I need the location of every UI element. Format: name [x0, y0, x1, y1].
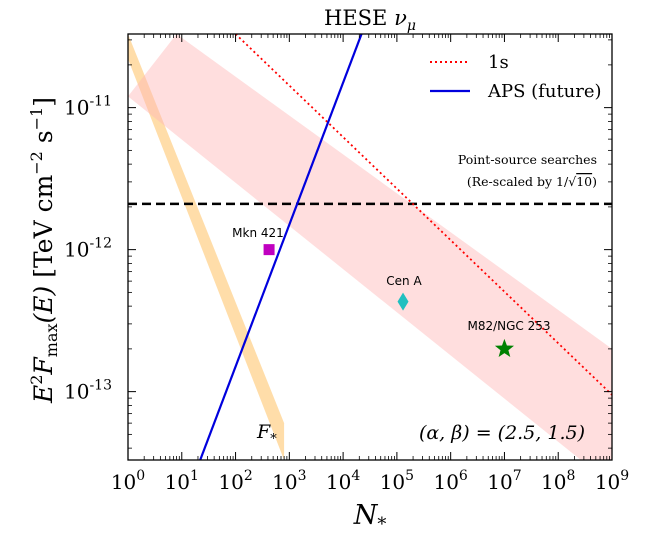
x-tick-label: 109 — [595, 468, 629, 494]
hline-label-line2: (Re-scaled by 1/√10) — [467, 174, 597, 189]
legend-label-1s: 1s — [488, 52, 509, 73]
x-tick-label: 105 — [380, 468, 414, 494]
hline-label-line1: Point-source searches — [458, 152, 597, 167]
x-tick-label: 102 — [218, 468, 252, 494]
x-tick-label: 100 — [111, 468, 145, 494]
y-tick-label: 10-12 — [64, 236, 112, 262]
series-line-aps — [199, 34, 363, 460]
x-tick-label: 101 — [165, 468, 199, 494]
y-tick-label: 10-13 — [64, 378, 112, 404]
x-tick-label: 106 — [433, 468, 467, 494]
y-axis-label: E2Fmax(E)[TeV cm−2 s−1] — [27, 97, 61, 404]
axis-ticks: 100 101 102 103 104 105 106 107 108 109 10-11 10-12… — [64, 34, 629, 494]
band-0 — [128, 34, 285, 460]
series-line-1s — [234, 34, 612, 396]
x-tick-label: 103 — [272, 468, 306, 494]
x-tick-label: 108 — [541, 468, 575, 494]
band-1 — [128, 34, 612, 460]
point-label-mkn421: Mkn 421 — [232, 226, 284, 240]
x-tick-label: 107 — [487, 468, 521, 494]
plot-frame — [127, 33, 613, 461]
legend: 1s APS (future) — [430, 52, 602, 102]
marker-m82 — [494, 338, 514, 357]
marker-mkn421 — [263, 244, 275, 256]
x-tick-label: 104 — [326, 468, 360, 494]
x-axis-label: N* — [353, 500, 387, 534]
y-tick-label: 10-11 — [64, 94, 112, 120]
legend-label-aps: APS (future) — [487, 81, 602, 102]
annotation-alpha-beta: (α, β) = (2.5, 1.5) — [419, 422, 585, 444]
band-label-fstar: F* — [256, 421, 277, 447]
point-label-m82: M82/NGC 253 — [467, 319, 550, 333]
chart-title: HESE νμ — [324, 6, 416, 34]
plot-area — [128, 34, 612, 460]
marker-cena — [397, 292, 409, 311]
point-label-cena: Cen A — [386, 274, 422, 288]
